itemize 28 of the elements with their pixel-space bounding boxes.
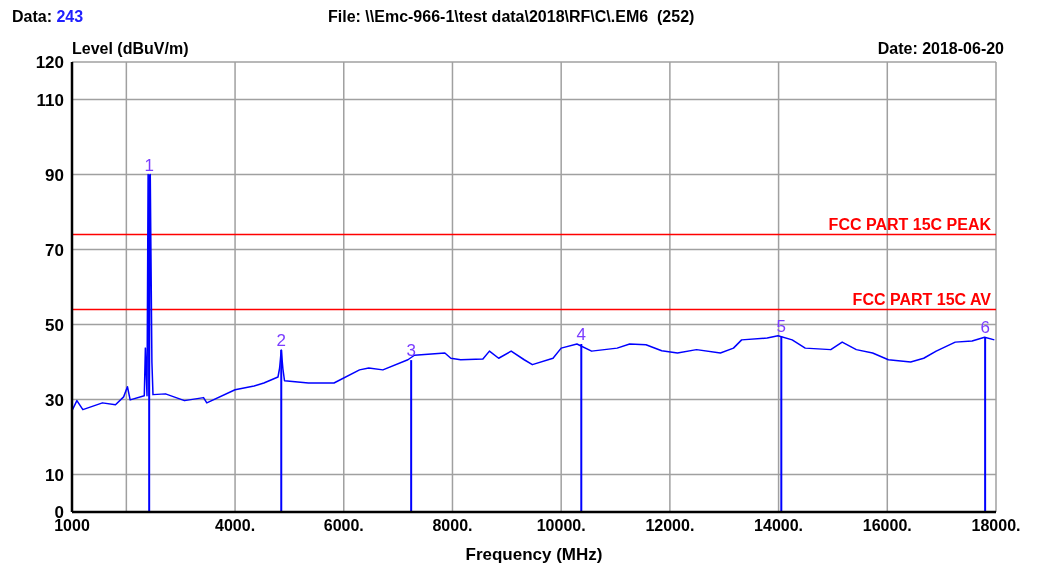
text: File: \\Emc-966-1\test data\2018\RF\C\.EM6 (252) [328,8,695,26]
x-tick-label: 14000. [754,517,804,535]
x-tick-label: 12000. [645,517,695,535]
x-axis-title: Frequency (MHz) [465,545,603,564]
annotation: 1 [144,155,154,175]
y-tick-label: 10 [45,465,64,485]
y-tick-label: 70 [45,240,64,260]
annotation: 6 [980,318,990,338]
text: Date: 2018-06-20 [877,40,1004,58]
x-tick-label: 10000. [536,517,586,535]
x-tick-label: 6000. [323,517,364,535]
x-tick-label: 18000. [971,517,1021,535]
y-tick-label: 30 [45,390,64,410]
x-tick-label: 8000. [432,517,473,535]
x-tick-label: 4000. [215,517,256,535]
y-axis-title: Level (dBuV/m) [72,40,189,58]
annotation: 5 [776,317,787,337]
y-tick-label: 120 [35,53,64,73]
ref-line-label: FCC PART 15C PEAK [828,215,992,233]
y-tick-label: 50 [45,315,64,335]
text: Data: 243 [12,8,84,26]
y-tick-label: 90 [45,165,64,185]
annotation: 2 [276,331,286,350]
annotation: 4 [576,325,587,344]
annotation: 3 [406,341,416,361]
ref-line-label: FCC PART 15C AV [852,290,992,308]
y-tick-label: 110 [36,90,64,110]
x-tick-label: 16000. [862,517,912,535]
